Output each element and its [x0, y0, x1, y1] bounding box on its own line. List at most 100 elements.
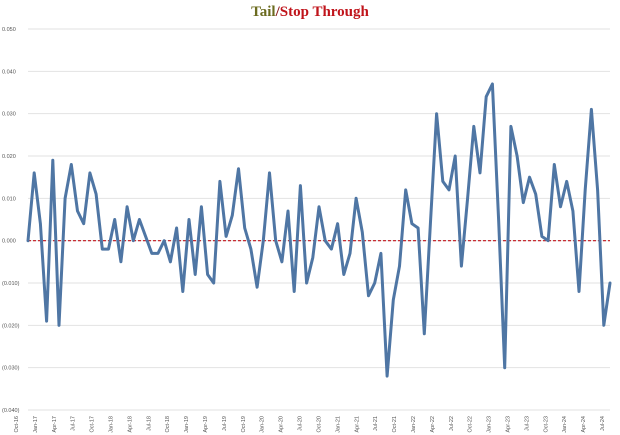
- data-point: [27, 239, 29, 242]
- data-point: [466, 197, 469, 200]
- data-point: [367, 294, 370, 297]
- data-point: [95, 193, 97, 195]
- data-point: [324, 239, 326, 242]
- data-point: [553, 163, 556, 166]
- data-point: [237, 167, 240, 170]
- y-tick-label: (0.010): [2, 281, 20, 287]
- data-point: [330, 248, 333, 250]
- data-point: [386, 375, 388, 377]
- x-tick-label: Jan-18: [109, 416, 115, 433]
- chart-title-part-tail: Tail: [251, 4, 276, 20]
- data-point: [299, 184, 302, 187]
- y-tick-label: 0.020: [2, 154, 16, 160]
- data-point: [572, 210, 574, 212]
- data-point: [274, 239, 277, 242]
- x-tick-label: Jan-19: [184, 416, 190, 433]
- data-point: [151, 252, 153, 255]
- data-point: [429, 222, 432, 225]
- data-point: [312, 256, 314, 259]
- data-point: [157, 252, 159, 255]
- data-point: [45, 320, 48, 322]
- x-tick-label: Apr-17: [52, 416, 58, 433]
- data-point: [547, 239, 549, 242]
- data-point: [64, 197, 66, 200]
- x-tick-label: Jul-21: [373, 416, 379, 431]
- x-tick-label: Oct-23: [543, 416, 549, 433]
- data-point: [107, 248, 110, 250]
- data-point: [380, 252, 382, 255]
- data-point: [51, 159, 54, 162]
- data-point: [423, 333, 426, 335]
- x-tick-label: Jul-24: [600, 416, 606, 431]
- data-point: [181, 290, 184, 293]
- gridlines: [28, 28, 610, 411]
- x-tick-label: Jan-21: [335, 416, 341, 433]
- data-point: [392, 299, 395, 301]
- x-tick-label: Jan-23: [487, 416, 493, 433]
- x-tick-label: Oct-17: [90, 416, 96, 433]
- data-point: [559, 206, 562, 208]
- data-point: [169, 261, 172, 263]
- data-point: [144, 235, 147, 238]
- data-point: [58, 324, 60, 327]
- data-point: [132, 239, 135, 242]
- data-point: [101, 248, 104, 250]
- chart-title: Tail/Stop Through: [0, 4, 620, 21]
- series: [26, 82, 612, 378]
- x-tick-label: Jul-22: [449, 416, 455, 431]
- data-point: [361, 231, 364, 233]
- data-point: [565, 180, 568, 183]
- data-point: [503, 366, 506, 369]
- data-point: [491, 83, 494, 85]
- y-tick-label: 0.000: [2, 239, 16, 245]
- x-tick-label: Oct-16: [14, 416, 20, 433]
- data-point: [398, 265, 401, 267]
- x-axis-ticks: Oct-16 Jan-17 Apr-17 Jul-17 Oct-17 Jan-18 Apr-…: [14, 416, 606, 433]
- data-point: [268, 172, 271, 174]
- data-point: [70, 163, 73, 166]
- data-point: [231, 214, 234, 217]
- x-tick-label: Jan-22: [411, 416, 417, 433]
- data-point: [373, 282, 376, 284]
- data-point: [479, 172, 481, 174]
- y-tick-label: 0.030: [2, 112, 16, 118]
- data-point: [435, 112, 438, 115]
- data-point: [609, 282, 611, 284]
- x-tick-label: Apr-24: [581, 416, 587, 433]
- x-tick-label: Apr-23: [505, 416, 511, 433]
- data-point: [225, 235, 227, 238]
- y-tick-label: 0.040: [2, 69, 16, 75]
- data-point: [349, 252, 351, 255]
- x-tick-label: Jul-18: [146, 416, 152, 431]
- x-tick-label: Jan-24: [562, 416, 568, 433]
- data-point: [528, 176, 531, 178]
- data-point: [534, 193, 537, 195]
- data-point: [194, 273, 196, 276]
- data-point: [126, 206, 128, 208]
- data-point: [175, 227, 178, 229]
- data-point: [262, 239, 265, 242]
- data-point: [584, 189, 587, 191]
- data-point: [188, 218, 190, 221]
- data-point: [243, 227, 246, 229]
- data-point: [206, 273, 209, 276]
- data-point: [219, 180, 221, 183]
- x-tick-label: Oct-21: [392, 416, 398, 433]
- x-tick-label: Apr-20: [279, 416, 285, 433]
- y-tick-label: (0.020): [2, 323, 20, 329]
- data-point: [163, 239, 166, 242]
- x-tick-label: Oct-22: [468, 416, 474, 433]
- data-point: [250, 248, 252, 250]
- data-point: [39, 222, 42, 225]
- data-point: [417, 227, 419, 229]
- data-point: [138, 218, 141, 221]
- data-point: [497, 218, 500, 221]
- data-point: [516, 155, 518, 157]
- data-point: [33, 172, 35, 174]
- data-point: [472, 125, 475, 128]
- y-tick-label: (0.040): [2, 408, 20, 414]
- x-tick-label: Oct-19: [241, 416, 247, 433]
- x-tick-label: Jan-20: [260, 416, 266, 433]
- x-tick-label: Apr-21: [354, 416, 360, 433]
- data-point: [120, 261, 122, 263]
